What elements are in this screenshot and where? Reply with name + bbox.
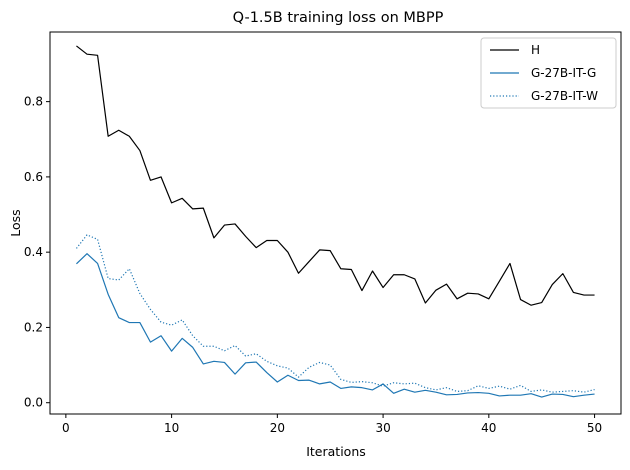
series-line-h	[76, 45, 595, 306]
y-tick-label: 0.0	[24, 396, 43, 410]
plot-area: 0 10 20 30 40 50 0.0 0.2 0.4 0.6 0.8	[24, 31, 622, 435]
plot-frame	[49, 31, 622, 415]
chart-title: Q-1.5B training loss on MBPP	[233, 10, 444, 26]
series-layer	[75, 45, 595, 398]
y-axis-label: Loss	[8, 209, 23, 236]
x-tick-label: 10	[164, 421, 179, 435]
x-axis-label: Iterations	[306, 444, 366, 459]
legend-label-g-27b-it-w: G-27B-IT-W	[531, 89, 598, 103]
x-tick-label: 30	[375, 421, 390, 435]
y-tick-label: 0.8	[24, 95, 43, 109]
legend-frame	[480, 37, 617, 109]
y-tick-label: 0.4	[24, 245, 43, 259]
x-tick-label: 50	[587, 421, 602, 435]
x-tick-label: 20	[270, 421, 285, 435]
series-line-g-27b-it-w	[75, 234, 595, 393]
y-tick-label: 0.6	[24, 170, 43, 184]
legend: H G-27B-IT-G G-27B-IT-W	[480, 37, 617, 109]
x-tick-label: 0	[62, 421, 70, 435]
series-line-g-27b-it-g	[76, 253, 595, 398]
y-tick-label: 0.2	[24, 320, 43, 334]
legend-label-g-27b-it-g: G-27B-IT-G	[531, 66, 596, 80]
x-axis-ticks: 0 10 20 30 40 50	[62, 414, 602, 435]
y-axis-ticks: 0.0 0.2 0.4 0.6 0.8	[24, 95, 50, 410]
legend-label-h: H	[531, 43, 540, 57]
x-tick-label: 40	[481, 421, 496, 435]
